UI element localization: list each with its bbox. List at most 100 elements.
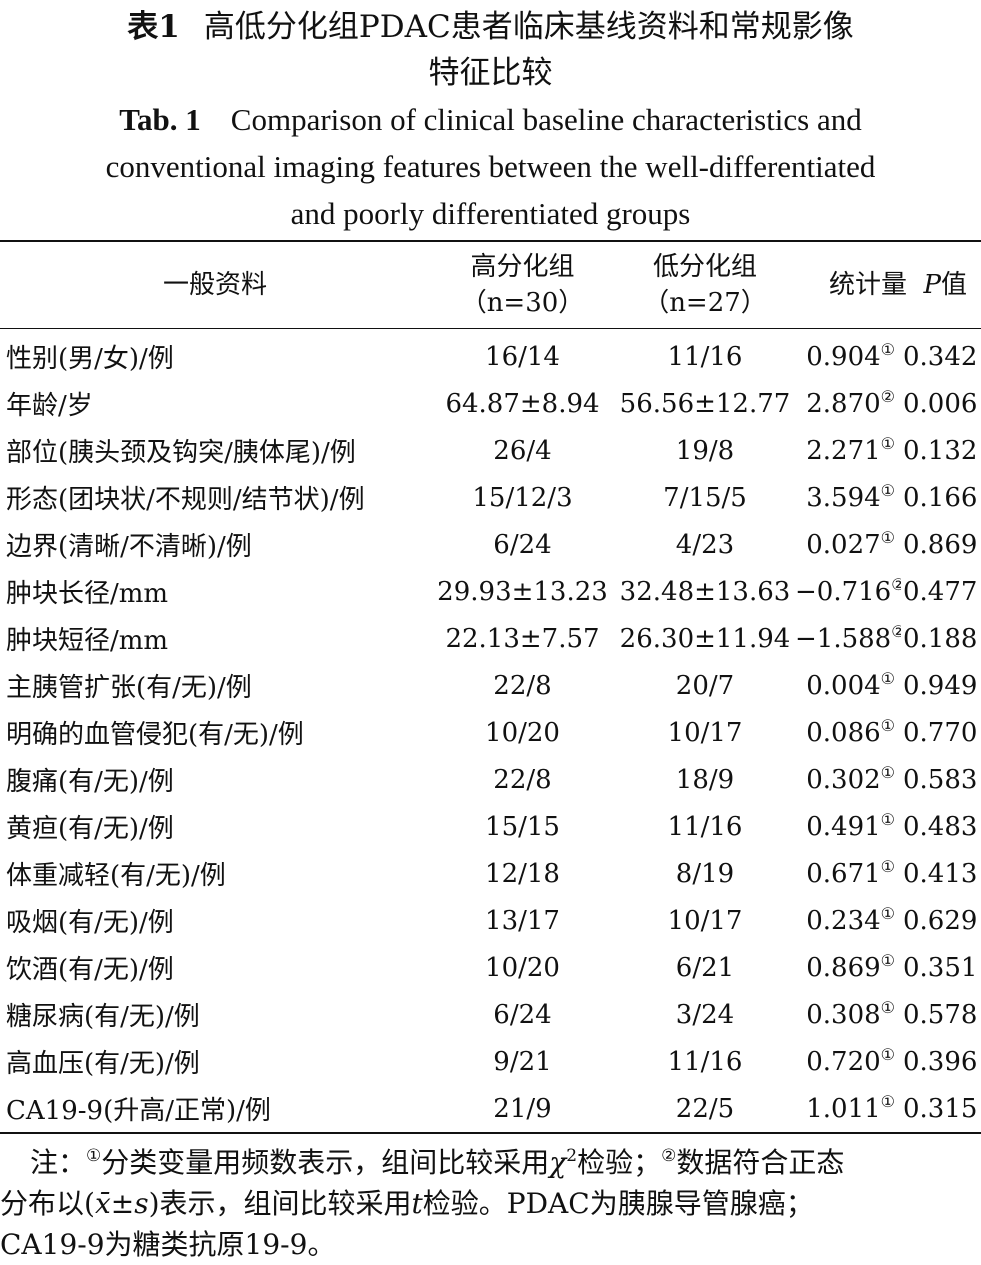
statistic-value: 1.011 [806,1093,881,1124]
row-low-value: 32.48±13.63 [619,576,791,607]
row-high-value: 10/20 [485,952,560,983]
statistic-value: 0.308 [806,999,881,1030]
english-title-line2: conventional imaging features between th… [105,149,876,184]
table-header-row: 一般资料 高分化组 （n=30） 低分化组 （n=27） 统计量 P值 [0,241,981,329]
row-item: 明确的血管侵犯(有/无)/例 [6,720,304,750]
row-item: 性别(男/女)/例 [6,344,174,374]
row-high-value: 26/4 [493,435,552,466]
row-low-value: 10/17 [667,717,743,748]
chinese-title-line1: 高低分化组PDAC患者临床基线资料和常规影像 [203,9,854,45]
row-statistic: 2.271① [795,427,901,474]
table-body: 性别(男/女)/例 16/14 11/16 0.904① 0.342 年龄/岁 64.87±… [0,329,981,1133]
row-statistic: 0.491① [795,803,901,850]
note-chi: χ [549,1146,567,1179]
note-text6: 检验。PDAC为胰腺导管腺癌； [422,1187,814,1220]
statistic-value: 0.720 [806,1046,881,1077]
test-marker: ① [880,762,895,782]
row-high-value: 12/18 [485,858,560,889]
row-low-value: 56.56±12.77 [619,388,791,419]
row-p-value: 0.949 [903,670,978,701]
header-p: P [923,270,941,300]
header-low-n: （n=27） [643,288,767,318]
note-prefix: 注： [30,1146,87,1179]
row-low-value: 6/21 [675,952,735,983]
header-low-group: 低分化组 （n=27） [615,241,795,329]
note-text5: )表示，组间比较采用 [148,1187,412,1220]
row-p-value: 0.166 [903,482,978,513]
header-p-suffix: 值 [940,270,967,300]
note-mark1: ① [86,1146,102,1166]
table-row: 性别(男/女)/例 16/14 11/16 0.904① 0.342 [0,329,981,381]
test-marker: ① [880,339,895,359]
row-p-value: 0.483 [903,811,978,842]
row-high-value: 6/24 [493,999,552,1030]
table-row: 吸烟(有/无)/例 13/17 10/17 0.234① 0.629 [0,897,981,944]
row-high-value: 13/17 [485,905,560,936]
note-text7: CA19-9为糖类抗原19-9。 [0,1228,336,1261]
test-marker: ① [880,668,895,688]
row-p-value: 0.578 [903,999,978,1030]
row-p-value: 0.629 [903,905,978,936]
test-marker: ① [880,950,895,970]
note-text4: 分布以( [0,1187,95,1220]
english-table-label: Tab. 1 [119,102,201,137]
header-stat-p: 统计量 P值 [795,241,981,329]
row-high-value: 10/20 [485,717,560,748]
statistic-value: 3.594 [806,482,881,513]
row-low-value: 19/8 [675,435,735,466]
row-item: 糖尿病(有/无)/例 [6,1002,200,1032]
statistic-value: 0.302 [806,764,881,795]
table-row: 体重减轻(有/无)/例 12/18 8/19 0.671① 0.413 [0,850,981,897]
note-text3: 数据符合正态 [676,1146,845,1179]
row-statistic: 0.904① [795,329,901,381]
table-row: 高血压(有/无)/例 9/21 11/16 0.720① 0.396 [0,1038,981,1085]
row-p-value: 0.342 [903,341,978,372]
statistic-value: 2.870 [806,388,881,419]
row-low-value: 3/24 [675,999,735,1030]
row-high-value: 15/12/3 [472,482,573,513]
row-item: 高血压(有/无)/例 [6,1049,200,1079]
test-marker: ① [880,997,895,1017]
english-title-line1: Comparison of clinical baseline characte… [230,102,862,137]
row-high-value: 22/8 [493,670,552,701]
row-high-value: 21/9 [493,1093,552,1124]
header-high-group: 高分化组 （n=30） [430,241,615,329]
statistic-value: 0.234 [806,905,881,936]
row-item: CA19-9(升高/正常)/例 [6,1096,271,1126]
test-marker: ② [880,386,895,406]
row-statistic: 0.671① [795,850,901,897]
row-item: 腹痛(有/无)/例 [6,767,174,797]
row-statistic: 0.004① [795,662,901,709]
statistic-value: 0.004 [806,670,881,701]
row-low-value: 26.30±11.94 [619,623,791,654]
row-high-value: 9/21 [493,1046,552,1077]
row-high-value: 22/8 [493,764,552,795]
table-row: 年龄/岁 64.87±8.94 56.56±12.77 2.870② 0.006 [0,380,981,427]
row-low-value: 11/16 [667,1046,743,1077]
table-row: 明确的血管侵犯(有/无)/例 10/20 10/17 0.086① 0.770 [0,709,981,756]
row-p-value: 0.006 [903,388,978,419]
statistic-value: 0.671 [806,858,881,889]
test-marker: ② [891,574,901,594]
test-marker: ② [891,621,901,641]
row-p-value: 0.396 [903,1046,978,1077]
table-row: 肿块长径/mm 29.93±13.23 32.48±13.63 −0.716② 0.47… [0,568,981,615]
row-p-value: 0.583 [903,764,978,795]
table-row: 主胰管扩张(有/无)/例 22/8 20/7 0.004① 0.949 [0,662,981,709]
row-high-value: 6/24 [493,529,552,560]
test-marker: ① [880,433,895,453]
row-low-value: 7/15/5 [663,482,747,513]
row-p-value: 0.132 [903,435,978,466]
row-p-value: 0.315 [903,1093,978,1124]
row-item: 部位(胰头颈及钩突/胰体尾)/例 [6,438,356,468]
statistic-value: 0.491 [806,811,881,842]
statistic-value: −0.716 [795,576,892,607]
row-statistic: 0.869① [795,944,901,991]
row-statistic: −0.716② [795,568,901,615]
english-title: Tab. 1 Comparison of clinical baseline ch… [10,96,971,237]
row-p-value: 0.188 [903,623,978,654]
table-row: 部位(胰头颈及钩突/胰体尾)/例 26/4 19/8 2.271① 0.132 [0,427,981,474]
row-low-value: 22/5 [675,1093,735,1124]
row-item: 边界(清晰/不清晰)/例 [6,532,252,562]
